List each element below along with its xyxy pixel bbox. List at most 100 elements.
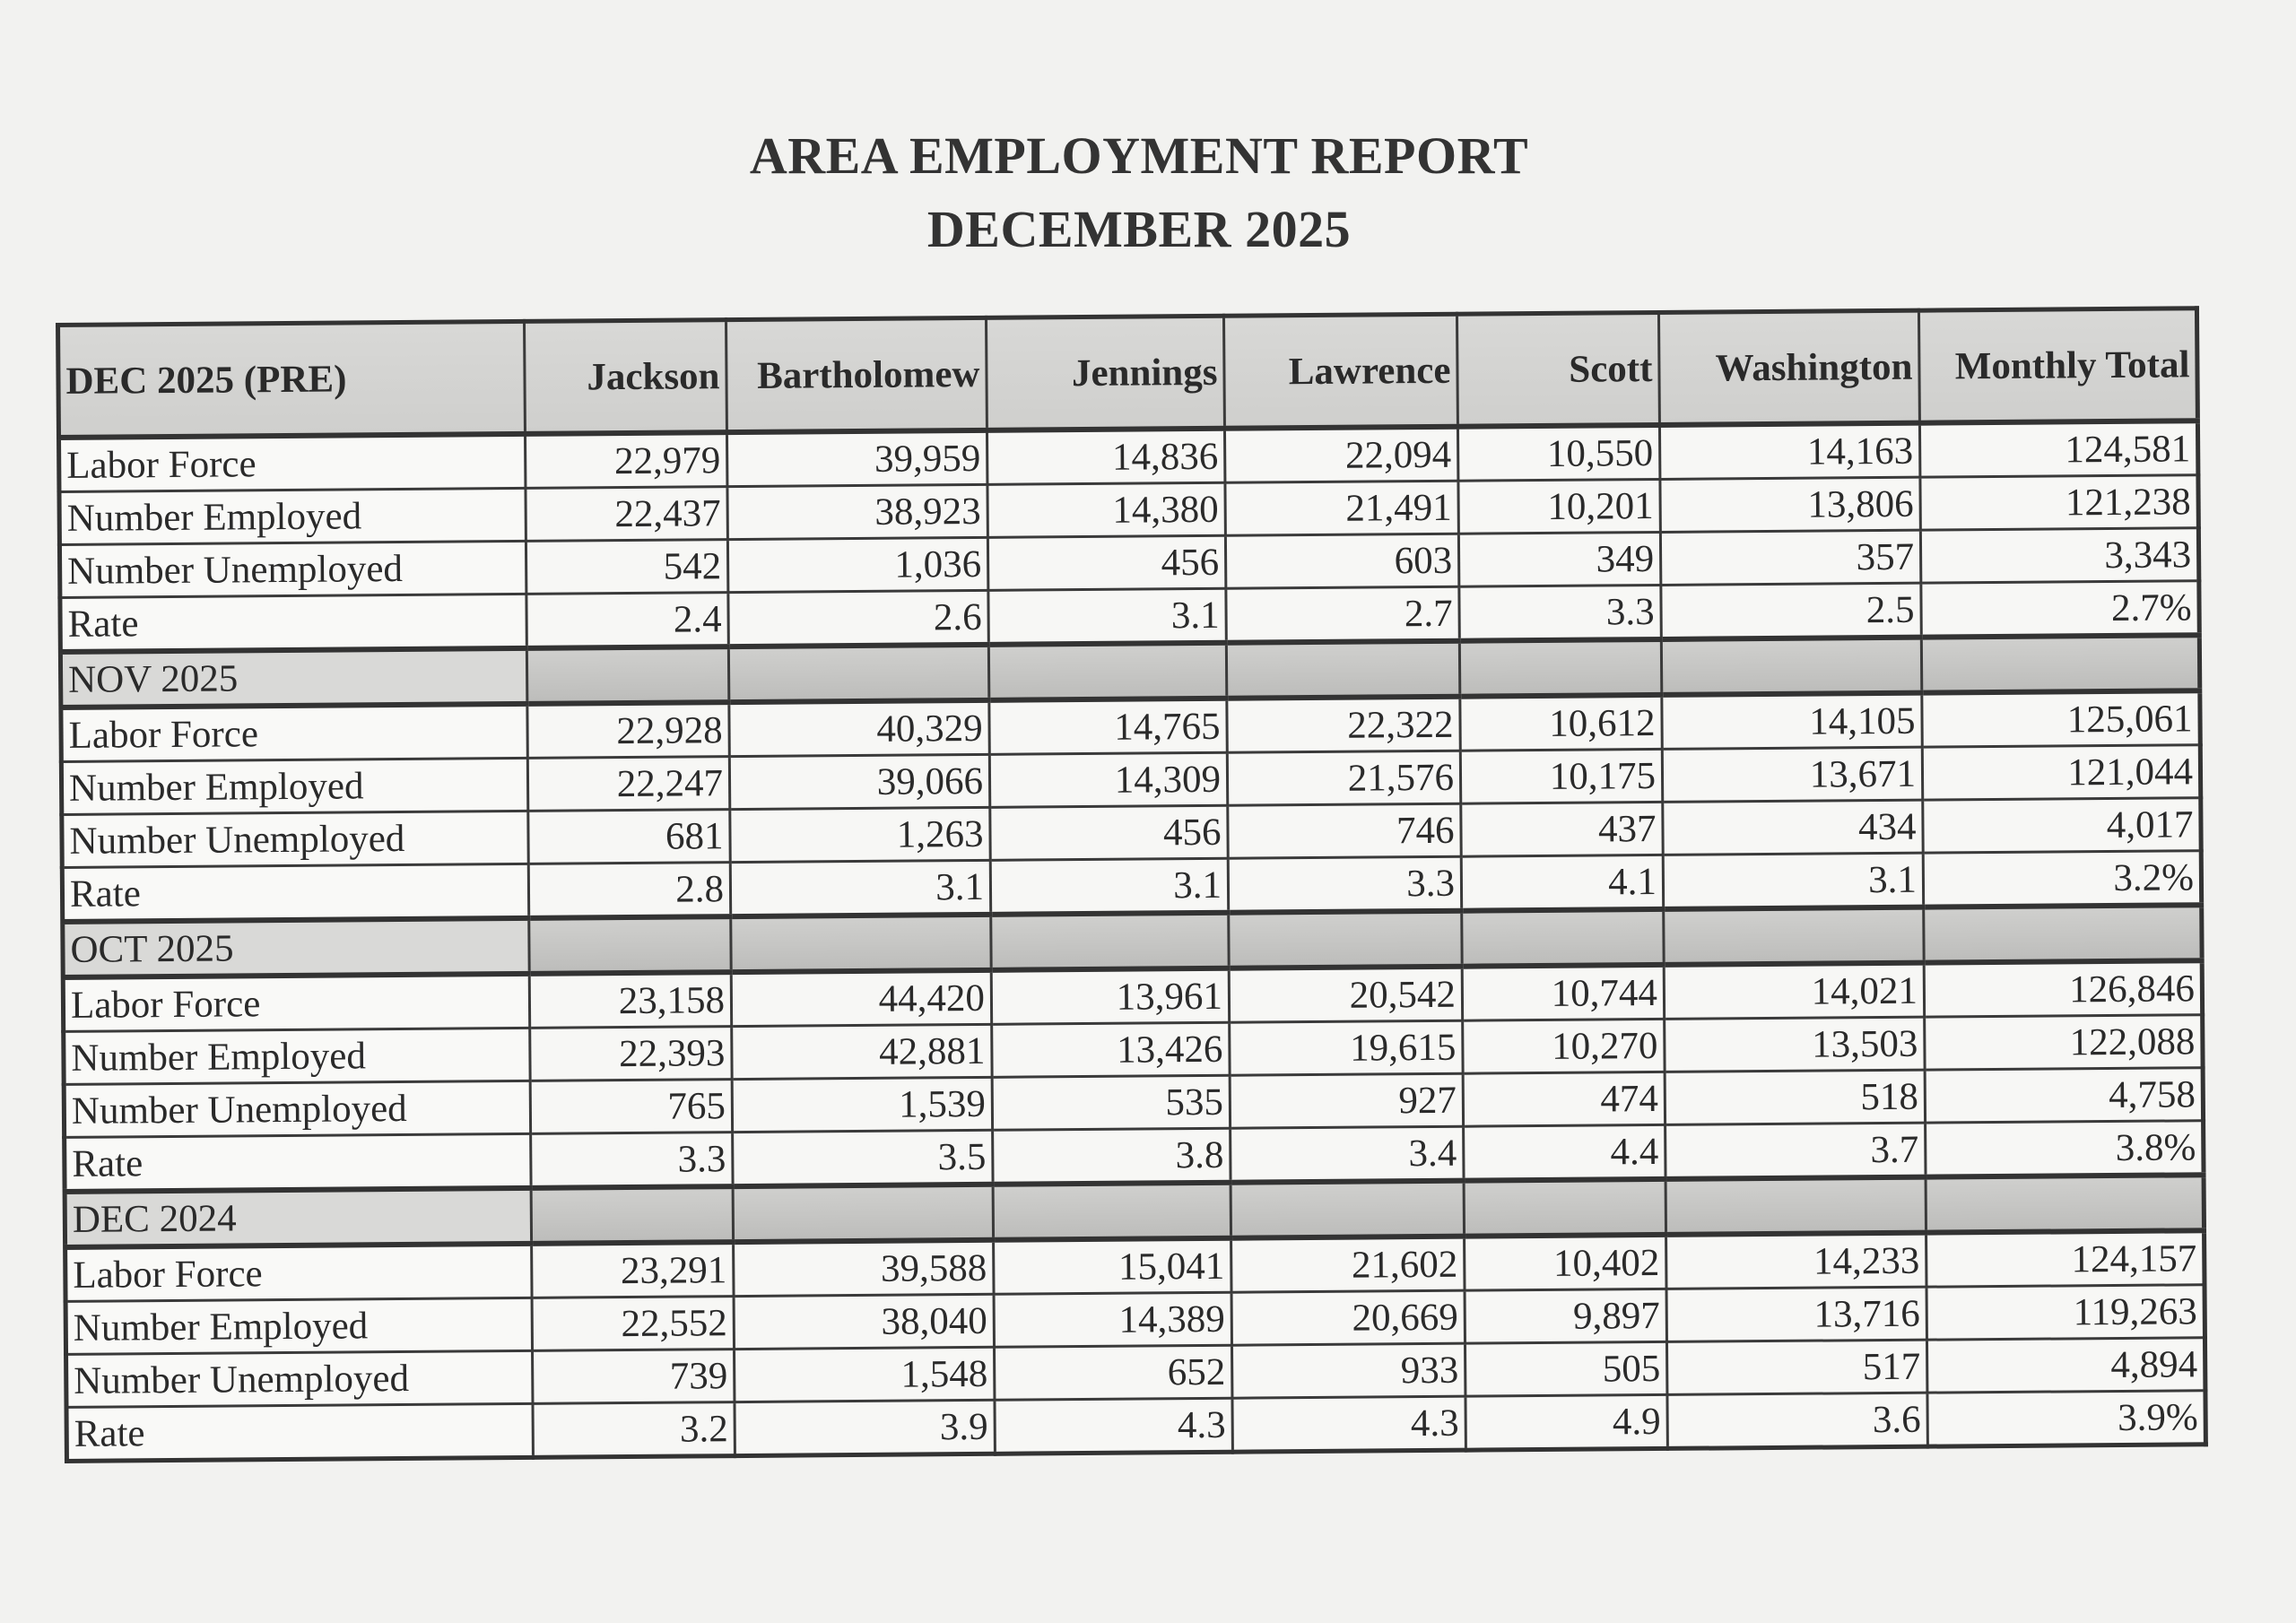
value-cell: 14,233 [1665,1232,1927,1289]
value-cell: 4.3 [1231,1396,1466,1453]
row-label: Labor Force [60,703,528,762]
section-blank-cell [988,642,1227,700]
value-cell: 121,238 [1919,474,2199,531]
section-blank-cell [1923,905,2203,963]
value-cell: 14,836 [987,428,1225,485]
value-cell: 3.1 [1663,853,1924,909]
value-cell: 10,744 [1462,964,1665,1021]
section-blank-cell [1921,635,2200,693]
value-cell: 125,061 [1921,690,2201,748]
column-header: Jennings [986,316,1225,430]
value-cell: 44,420 [731,969,992,1027]
value-cell: 3.1 [990,858,1229,915]
section-blank-cell [528,916,732,974]
value-cell: 21,491 [1224,481,1459,536]
value-cell: 517 [1666,1340,1927,1395]
section-blank-cell [1228,910,1463,968]
row-label: Number Employed [61,758,528,815]
value-cell: 14,380 [987,482,1226,538]
value-cell: 14,765 [988,698,1228,755]
value-cell: 13,426 [991,1022,1231,1078]
section-blank-cell [1464,1178,1666,1237]
employment-table: DEC 2025 (PRE) Jackson Bartholomew Jennings… [56,306,2208,1463]
value-cell: 456 [987,535,1226,591]
column-header: Washington [1658,310,1920,425]
value-cell: 10,175 [1460,749,1663,804]
value-cell: 456 [989,805,1229,861]
value-cell: 10,550 [1457,424,1660,482]
value-cell: 20,669 [1231,1290,1465,1346]
value-cell: 3.7 [1665,1123,1926,1179]
value-cell: 22,928 [526,702,730,759]
value-cell: 2.8 [528,862,731,918]
value-cell: 22,094 [1224,426,1458,483]
value-cell: 437 [1460,802,1664,857]
value-cell: 3.4 [1230,1126,1465,1183]
section-blank-cell [1461,908,1665,967]
row-label: Labor Force [65,1243,533,1302]
value-cell: 22,979 [525,432,727,489]
value-cell: 122,088 [1924,1014,2204,1071]
value-cell: 13,671 [1662,747,1923,803]
value-cell: 542 [526,539,728,595]
value-cell: 1,539 [732,1077,993,1133]
value-cell: 10,201 [1457,479,1661,534]
section-blank-cell [730,914,992,973]
value-cell: 39,066 [729,754,990,810]
value-cell: 14,021 [1664,962,1925,1020]
value-cell: 20,542 [1229,966,1463,1023]
value-cell: 3.9 [734,1400,996,1456]
value-cell: 3.1 [730,860,991,917]
row-label: Number Unemployed [61,811,529,868]
value-cell: 518 [1665,1070,1926,1125]
value-cell: 681 [527,809,731,864]
value-cell: 3.3 [1458,585,1662,641]
value-cell: 927 [1230,1073,1464,1129]
value-cell: 22,322 [1226,696,1461,753]
value-cell: 3.5 [732,1130,994,1187]
section-blank-cell [1926,1175,2205,1233]
section-blank-cell [1231,1180,1465,1238]
value-cell: 933 [1231,1343,1465,1399]
value-cell: 3.9% [1926,1390,2206,1447]
value-cell: 15,041 [993,1237,1232,1295]
section-blank-cell [1459,638,1662,697]
value-cell: 14,309 [989,752,1228,808]
row-label: Number Unemployed [65,1350,533,1408]
value-cell: 4,894 [1926,1337,2205,1393]
column-header: Jackson [524,319,727,434]
header-row: DEC 2025 (PRE) Jackson Bartholomew Jennings… [57,308,2198,438]
section-blank-cell [993,1182,1231,1240]
value-cell: 14,163 [1659,422,1920,480]
value-cell: 13,716 [1666,1287,1927,1342]
row-label: Labor Force [58,433,526,492]
value-cell: 3.6 [1666,1393,1928,1449]
report-subtitle: DECEMBER 2025 [926,200,1352,258]
section-label: DEC 2024 [65,1187,532,1247]
row-label: Rate [62,864,529,922]
value-cell: 357 [1660,530,1921,586]
section-label: NOV 2025 [60,647,527,707]
value-cell: 4,758 [1925,1067,2204,1124]
value-cell: 474 [1463,1072,1665,1127]
value-cell: 1,263 [729,807,991,863]
report-title: AREA EMPLOYMENT REPORT [749,126,1529,185]
column-header: Scott [1457,312,1660,427]
row-label: Number Unemployed [64,1081,531,1138]
section-blank-cell [1226,640,1460,699]
value-cell: 739 [532,1349,735,1404]
value-cell: 13,961 [991,968,1230,1025]
section-blank-cell [728,644,989,703]
value-cell: 22,552 [532,1296,735,1351]
row-label: Rate [59,594,527,652]
value-cell: 1,036 [727,537,988,593]
value-cell: 3.3 [1228,856,1462,913]
period-header: DEC 2025 (PRE) [57,321,526,438]
value-cell: 4.3 [994,1398,1233,1454]
value-cell: 3.2 [532,1402,735,1458]
value-cell: 38,040 [734,1294,995,1350]
column-header: Bartholomew [726,317,987,433]
value-cell: 9,897 [1465,1289,1667,1344]
value-cell: 10,402 [1464,1234,1667,1291]
value-cell: 13,503 [1664,1017,1926,1072]
